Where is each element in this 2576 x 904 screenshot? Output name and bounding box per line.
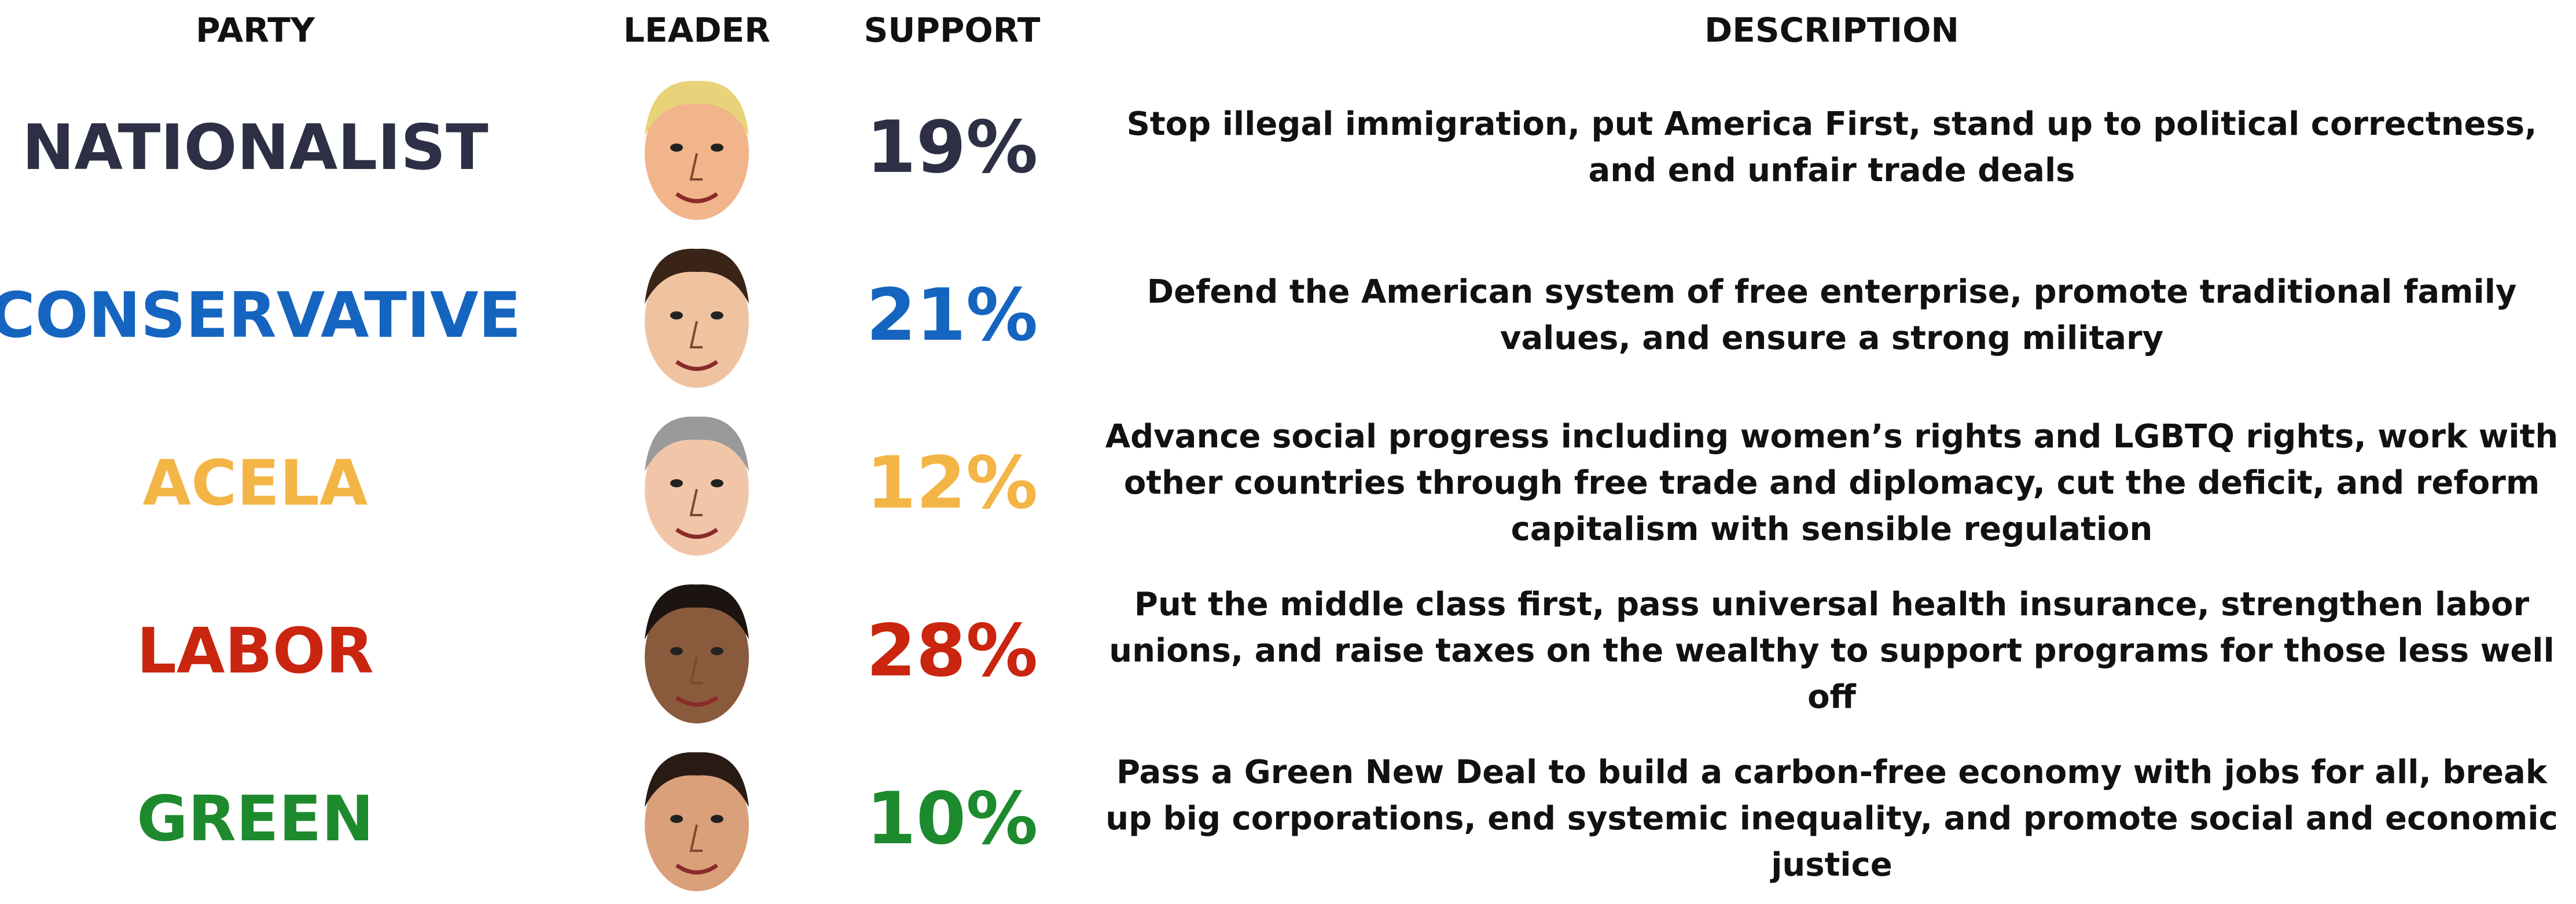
description: Put the middle class first, pass univers… xyxy=(1109,586,2555,716)
description: Defend the American system of free enter… xyxy=(1146,273,2517,357)
party-name: CONSERVATIVE xyxy=(0,279,521,352)
header-leader: LEADER xyxy=(623,10,770,50)
party-name: ACELA xyxy=(142,447,368,520)
leader-photo xyxy=(610,567,784,735)
face xyxy=(645,584,749,723)
support-value: 10% xyxy=(866,777,1038,861)
description: Pass a Green New Deal to build a carbon-… xyxy=(1105,754,2558,884)
leader-photo xyxy=(610,231,784,399)
support-value: 28% xyxy=(866,609,1038,693)
face xyxy=(645,248,749,388)
support-value: 12% xyxy=(866,442,1038,525)
face xyxy=(645,752,749,891)
header-party: PARTY xyxy=(196,10,315,50)
leader-photo xyxy=(610,64,784,231)
support-value: 19% xyxy=(866,106,1038,189)
face xyxy=(645,80,749,220)
leader-photo xyxy=(610,399,784,567)
leader-photo xyxy=(610,735,784,903)
description: Advance social progress including women’… xyxy=(1105,418,2559,548)
party-name: NATIONALIST xyxy=(22,111,488,184)
support-value: 21% xyxy=(866,274,1038,357)
party-name: LABOR xyxy=(137,615,374,688)
party-name: GREEN xyxy=(137,782,374,855)
description: Stop illegal immigration, put America Fi… xyxy=(1126,105,2537,189)
header-description: DESCRIPTION xyxy=(1704,10,1959,50)
face xyxy=(645,416,749,556)
header-support: SUPPORT xyxy=(863,10,1041,50)
